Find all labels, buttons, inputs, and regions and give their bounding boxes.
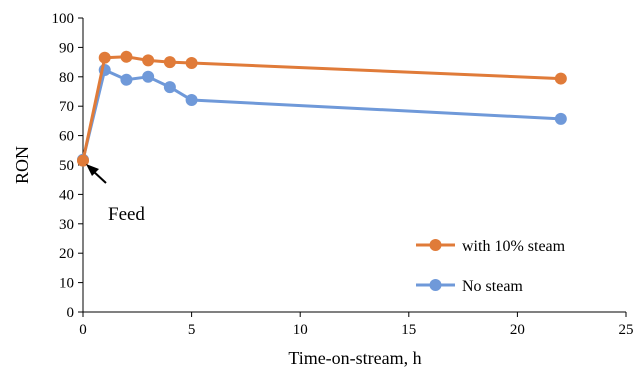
y-tick-label: 0 [67,305,75,321]
x-tick-label: 25 [619,322,634,338]
data-point [554,112,567,125]
y-tick-label: 30 [59,217,74,233]
y-axis-title: RON [12,146,32,184]
y-tick-label: 40 [59,187,74,203]
data-point [163,81,176,94]
x-tick-label: 15 [401,322,416,338]
data-point [185,56,198,69]
legend-label-no-steam: No steam [462,278,523,295]
y-tick-label: 60 [59,129,74,145]
data-point [98,51,111,64]
data-point [120,73,133,86]
feed-label: Feed [108,204,145,225]
legend-marker-no-steam [429,279,442,291]
y-tick-label: 50 [59,158,74,174]
y-tick-label: 80 [59,70,74,86]
x-tick-label: 20 [510,322,525,338]
y-tick-label: 90 [59,40,74,56]
legend-label-with-steam: with 10% steam [462,238,566,255]
feed-arrow-line [92,170,107,184]
x-tick-label: 5 [188,322,196,338]
y-axis-ticks: 0 10 20 30 40 50 60 70 80 90 100 [52,11,83,321]
data-point [120,50,133,63]
data-point [142,54,155,67]
y-tick-label: 20 [59,246,74,262]
series-with-steam [77,50,567,167]
legend-marker-with-steam [429,239,442,251]
series-no-steam [77,64,567,166]
y-tick-label: 10 [59,276,74,292]
series-line [81,68,561,161]
data-point [77,154,89,167]
data-point [554,72,567,85]
series-layer [77,50,567,167]
x-axis-ticks: 0 5 10 15 20 25 [79,312,634,338]
x-tick-label: 0 [79,322,87,338]
data-point [163,56,176,69]
series-line [81,55,561,161]
y-tick-label: 100 [52,11,75,27]
x-axis-title: Time-on-stream, h [288,348,421,368]
legend: with 10% steam No steam [416,238,566,295]
feed-arrow-head [86,164,99,176]
y-tick-label: 70 [59,99,74,115]
x-tick-label: 10 [293,322,308,338]
data-point [185,94,198,107]
feed-annotation: Feed [86,164,145,225]
data-point [142,70,155,83]
